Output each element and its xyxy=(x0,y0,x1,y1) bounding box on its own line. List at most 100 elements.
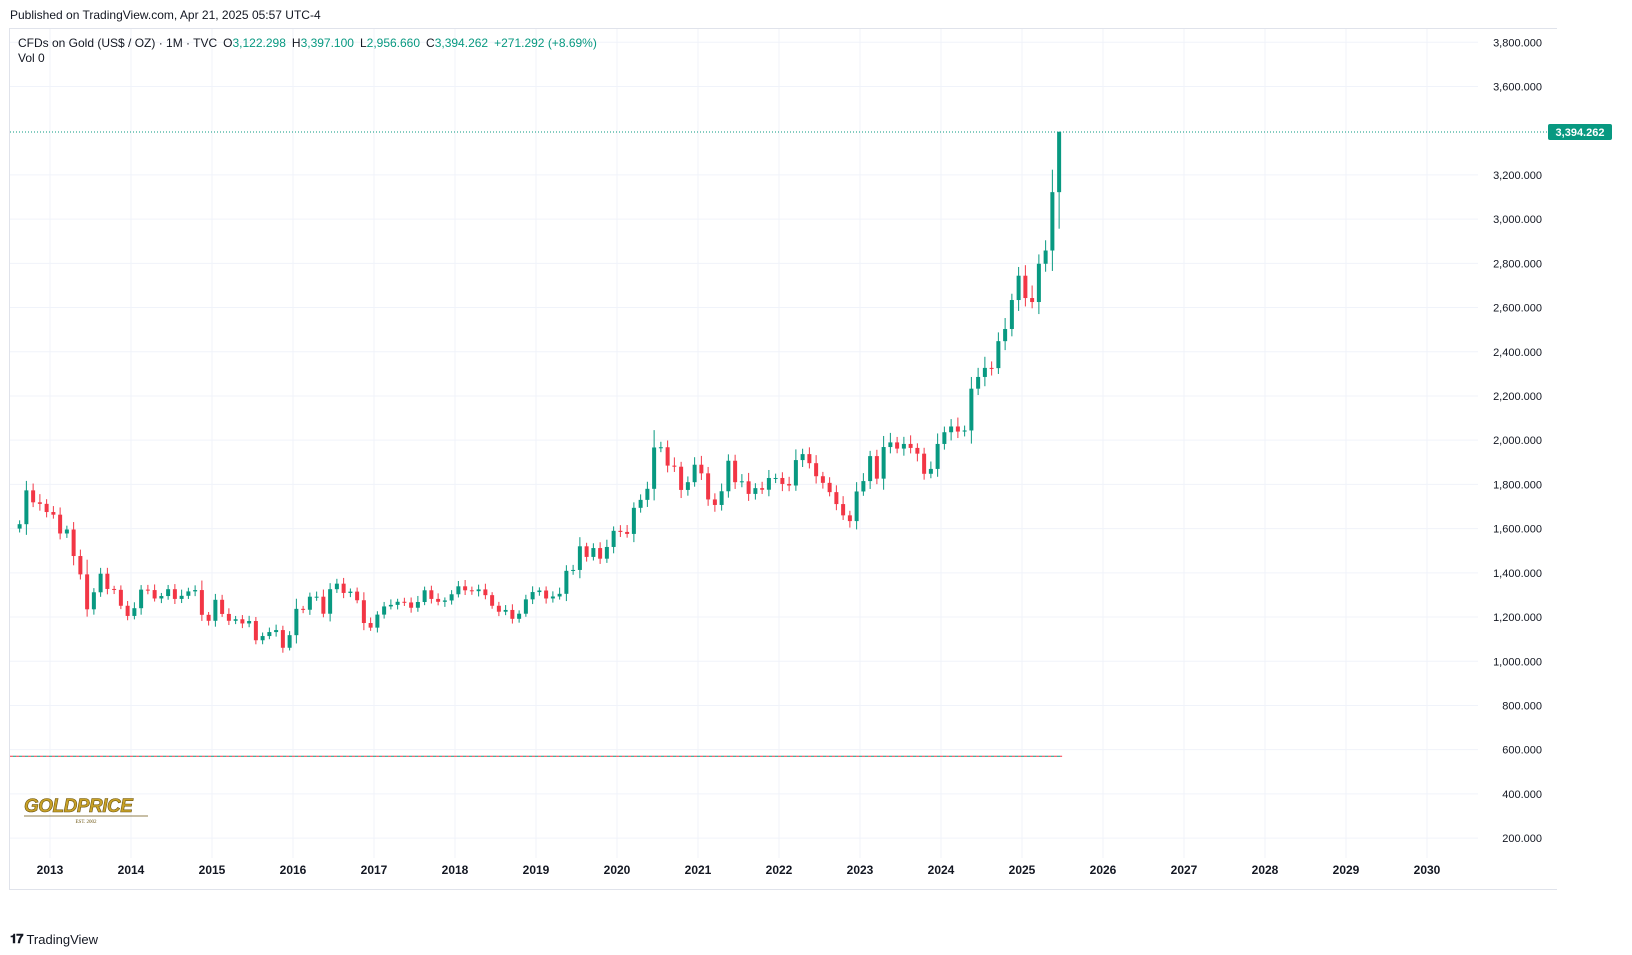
candle-body xyxy=(233,619,238,621)
low-value: 2,956.660 xyxy=(366,36,421,50)
candle-body xyxy=(874,456,879,479)
candle xyxy=(955,417,960,439)
goldprice-tagline: EST. 2002 xyxy=(75,820,97,825)
candle-body xyxy=(125,605,130,616)
candle-body xyxy=(598,548,603,559)
candle xyxy=(638,494,643,513)
candle xyxy=(800,448,805,468)
candle-body xyxy=(989,367,994,369)
x-tick-label: 2030 xyxy=(1414,863,1441,877)
candle-body xyxy=(220,599,225,614)
candle xyxy=(78,549,83,580)
candle-body xyxy=(577,546,582,570)
candle xyxy=(942,426,947,450)
candle xyxy=(557,587,562,600)
candle-body xyxy=(226,613,231,621)
candle xyxy=(314,591,319,601)
candle-body xyxy=(820,476,825,483)
candle-body xyxy=(64,529,69,534)
goldprice-logo: GOLDPRICE EST. 2002 xyxy=(24,796,148,825)
candle xyxy=(132,602,137,620)
candle-body xyxy=(58,514,63,534)
candle-body xyxy=(267,632,272,637)
x-tick-label: 2018 xyxy=(442,863,469,877)
y-tick-label: 1,200.000 xyxy=(1493,612,1542,624)
y-tick-label: 2,600.000 xyxy=(1493,303,1542,315)
candle xyxy=(793,449,798,491)
candle xyxy=(868,450,873,489)
candle-body xyxy=(868,456,873,482)
candle-body xyxy=(550,596,555,599)
candle xyxy=(31,483,36,508)
candle-body xyxy=(1009,300,1014,329)
x-tick-label: 2025 xyxy=(1009,863,1036,877)
candle xyxy=(908,435,913,454)
candle xyxy=(409,597,414,613)
candle xyxy=(564,565,569,602)
candle-body xyxy=(1030,298,1035,303)
candle-body xyxy=(132,608,137,616)
candle xyxy=(402,597,407,606)
candle xyxy=(240,615,245,629)
candle xyxy=(172,584,177,605)
y-tick-label: 200.000 xyxy=(1502,833,1542,845)
candle-body xyxy=(969,388,974,431)
footer-brand[interactable]: 𝟏𝟕 TradingView xyxy=(10,931,98,947)
candle-body xyxy=(469,590,474,592)
candle-body xyxy=(618,530,623,532)
x-tick-label: 2026 xyxy=(1090,863,1117,877)
candle xyxy=(625,525,630,538)
candle xyxy=(301,605,306,614)
candle-body xyxy=(476,589,481,592)
candle-body xyxy=(760,488,765,490)
x-tick-label: 2022 xyxy=(766,863,793,877)
grid-layer xyxy=(10,29,1478,858)
y-tick-label: 2,000.000 xyxy=(1493,435,1542,447)
candle xyxy=(388,599,393,610)
chart-frame[interactable] xyxy=(9,28,1557,890)
candle-body xyxy=(44,503,49,513)
candle-body xyxy=(118,589,123,606)
candle-body xyxy=(739,481,744,483)
last-price-tag xyxy=(1548,123,1612,140)
candle xyxy=(766,469,771,497)
y-tick-label: 1,600.000 xyxy=(1493,524,1542,536)
candle-body xyxy=(665,447,670,466)
candle xyxy=(321,589,326,618)
x-tick-label: 2013 xyxy=(37,863,64,877)
candle-body xyxy=(334,583,339,590)
chart-legend: CFDs on Gold (US$ / OZ) · 1M · TVC O3,122… xyxy=(18,35,597,51)
candle xyxy=(64,525,69,538)
candle xyxy=(726,454,731,498)
candle-body xyxy=(712,499,717,505)
candle xyxy=(247,615,252,628)
candle-body xyxy=(672,465,677,467)
candle xyxy=(962,425,967,437)
candle xyxy=(874,449,879,485)
candle xyxy=(44,499,49,518)
y-tick-label: 1,400.000 xyxy=(1493,568,1542,580)
candle xyxy=(395,598,400,610)
x-tick-label: 2015 xyxy=(199,863,226,877)
candle xyxy=(996,332,1001,374)
candle-body xyxy=(908,443,913,448)
candle-body xyxy=(139,589,144,609)
y-tick-label: 1,000.000 xyxy=(1493,656,1542,668)
y-tick-label: 400.000 xyxy=(1502,789,1542,801)
candle xyxy=(213,593,218,627)
candle-body xyxy=(537,590,542,593)
x-tick-label: 2027 xyxy=(1171,863,1198,877)
candle xyxy=(901,436,906,456)
open-value: 3,122.298 xyxy=(232,36,286,50)
candle xyxy=(692,457,697,487)
candle xyxy=(125,600,130,621)
candle xyxy=(456,580,461,598)
candle xyxy=(544,586,549,604)
candle-body xyxy=(699,464,704,474)
candle xyxy=(334,578,339,593)
y-tick-label: 800.000 xyxy=(1502,700,1542,712)
candle-body xyxy=(679,466,684,490)
candle xyxy=(753,483,758,500)
candle xyxy=(591,543,596,561)
